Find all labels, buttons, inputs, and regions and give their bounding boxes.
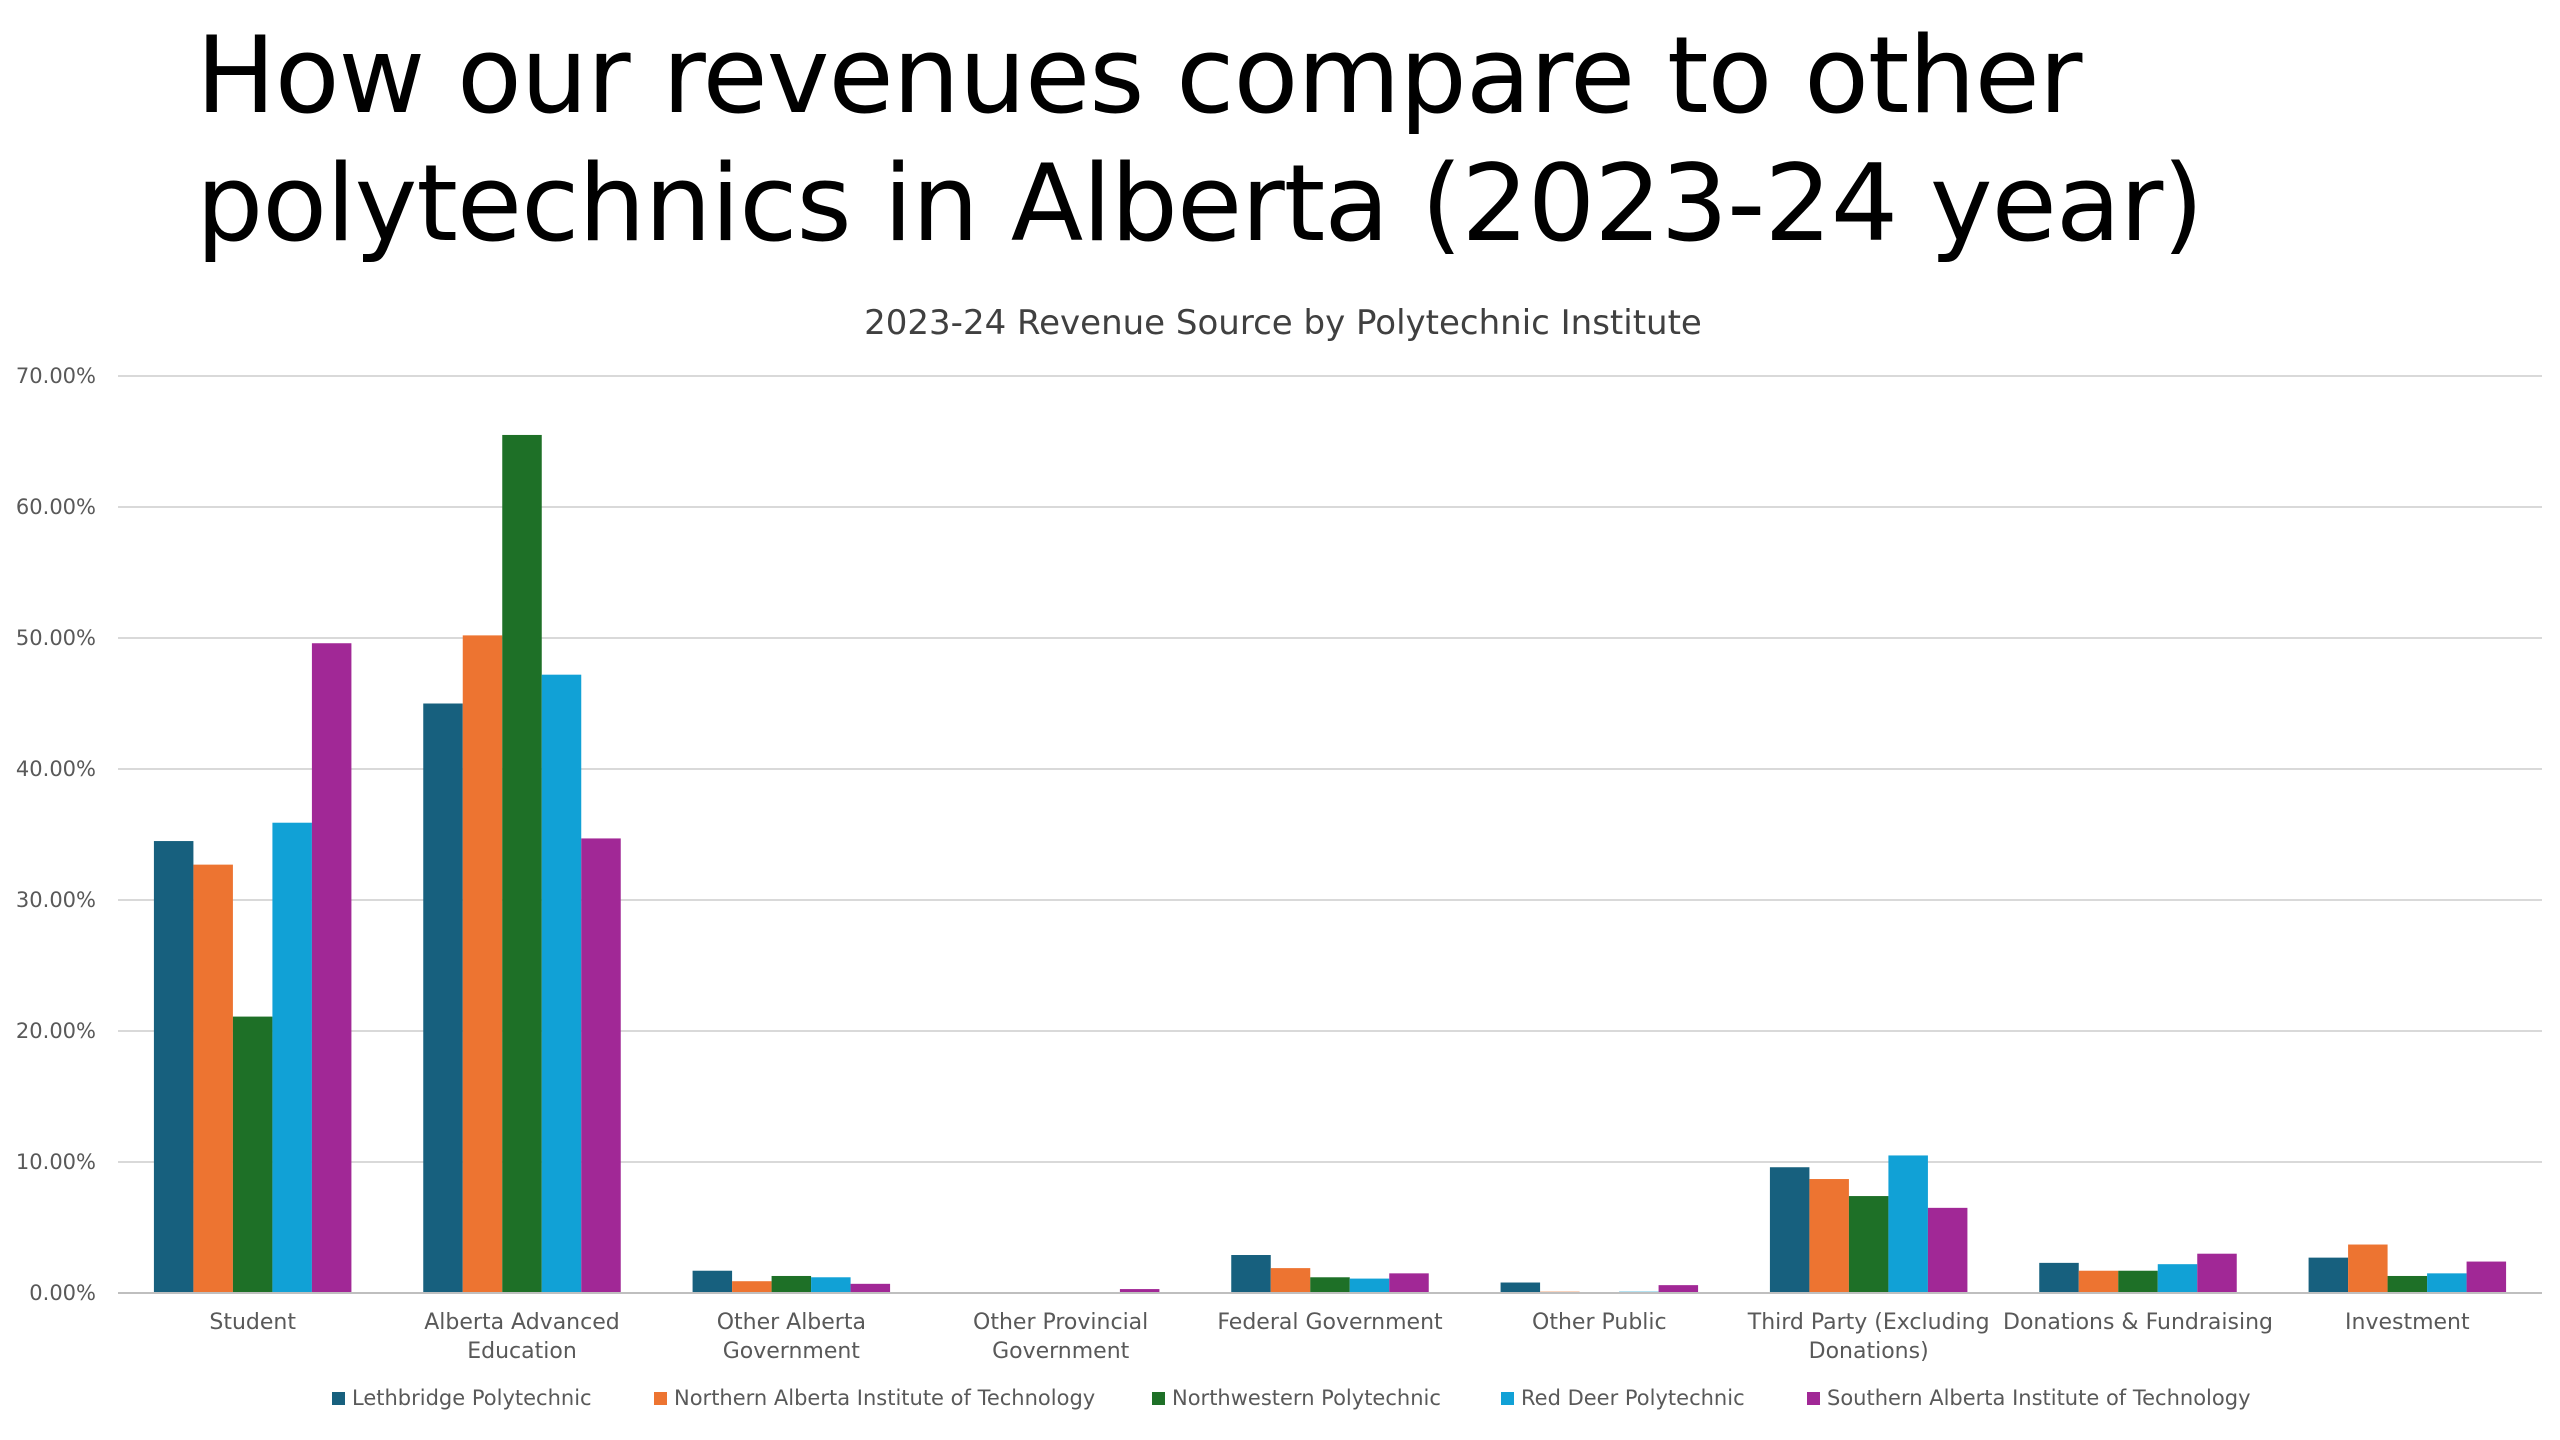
legend-item: Northwestern Polytechnic [1152,1386,1441,1410]
bar [1231,1255,1271,1293]
category-label: Other Public [1532,1310,1667,1335]
category-label: Donations & Fundraising [2003,1310,2273,1335]
legend-item: Lethbridge Polytechnic [332,1386,592,1410]
bar [1349,1278,1390,1293]
y-tick-label: 70.00% [16,364,96,388]
legend-swatch [1152,1392,1165,1405]
legend-label: Lethbridge Polytechnic [352,1386,592,1410]
legend-swatch [332,1392,345,1405]
bar [311,643,352,1293]
legend-swatch [1501,1392,1514,1405]
bar [2197,1253,2237,1293]
y-tick-label: 20.00% [16,1019,96,1043]
bar [1310,1277,1350,1293]
bar [581,838,621,1293]
bar [153,841,194,1293]
bar [692,1270,733,1293]
bar [193,864,233,1293]
bar [2466,1261,2507,1293]
category-label: Third Party (Excluding Donations) [1747,1310,1990,1364]
y-tick-label: 50.00% [16,626,96,650]
x-axis-category-labels: Student Alberta Advanced Education Other Al… [209,1310,2470,1364]
bar [502,434,542,1293]
bar [2427,1273,2467,1293]
bar [850,1283,891,1293]
bar [1848,1196,1889,1293]
bar [811,1277,851,1293]
legend-item: Red Deer Polytechnic [1501,1386,1745,1410]
category-label: Other Provincial Government [973,1310,1148,1364]
bar [771,1275,812,1293]
bar [1389,1273,1429,1293]
bar [1119,1289,1160,1293]
category-label: Federal Government [1217,1310,1443,1335]
bar [1270,1268,1311,1293]
bar [2078,1270,2119,1293]
bar [1769,1167,1810,1293]
bar [1809,1179,1849,1293]
chart-title: 2023-24 Revenue Source by Polytechnic In… [864,303,1702,343]
legend-label: Red Deer Polytechnic [1521,1386,1745,1410]
legend-swatch [1807,1392,1820,1405]
bar [272,822,312,1293]
category-label: Investment [2345,1310,2470,1335]
bar [1888,1155,1928,1293]
bar [2308,1257,2349,1293]
bar [423,703,463,1293]
category-label: Alberta Advanced Education [424,1310,619,1364]
bar [2157,1264,2198,1293]
bars [153,434,2507,1293]
bar [2348,1244,2388,1293]
legend-label: Southern Alberta Institute of Technology [1827,1386,2251,1410]
bar [2118,1270,2158,1293]
bar [541,674,582,1293]
legend-item: Southern Alberta Institute of Technology [1807,1386,2251,1410]
slide-title-line2: polytechnics in Alberta (2023-24 year) [196,142,2204,265]
y-tick-label: 40.00% [16,757,96,781]
legend-item: Northern Alberta Institute of Technology [654,1386,1095,1410]
y-axis-tick-labels: 0.00% 10.00% 20.00% 30.00% 40.00% 50.00% 60.00… [16,364,96,1305]
y-tick-label: 30.00% [16,888,96,912]
bar [1927,1207,1968,1293]
bar [462,635,503,1293]
y-tick-label: 60.00% [16,495,96,519]
bar [2039,1262,2079,1293]
bar [1658,1285,1699,1293]
category-label: Other Alberta Government [717,1310,866,1364]
legend-swatch [654,1392,667,1405]
legend: Lethbridge Polytechnic Northern Alberta I… [332,1386,2251,1410]
y-tick-label: 0.00% [29,1281,96,1305]
bar [732,1281,772,1293]
slide-title-line1: How our revenues compare to other [196,14,2082,137]
slide-title: How our revenues compare to other polyte… [196,12,2496,268]
y-tick-label: 10.00% [16,1150,96,1174]
legend-label: Northern Alberta Institute of Technology [674,1386,1095,1410]
bar [1500,1282,1541,1293]
bar [232,1016,273,1293]
category-label: Student [209,1310,296,1335]
legend-label: Northwestern Polytechnic [1172,1386,1441,1410]
bar [2387,1275,2428,1293]
